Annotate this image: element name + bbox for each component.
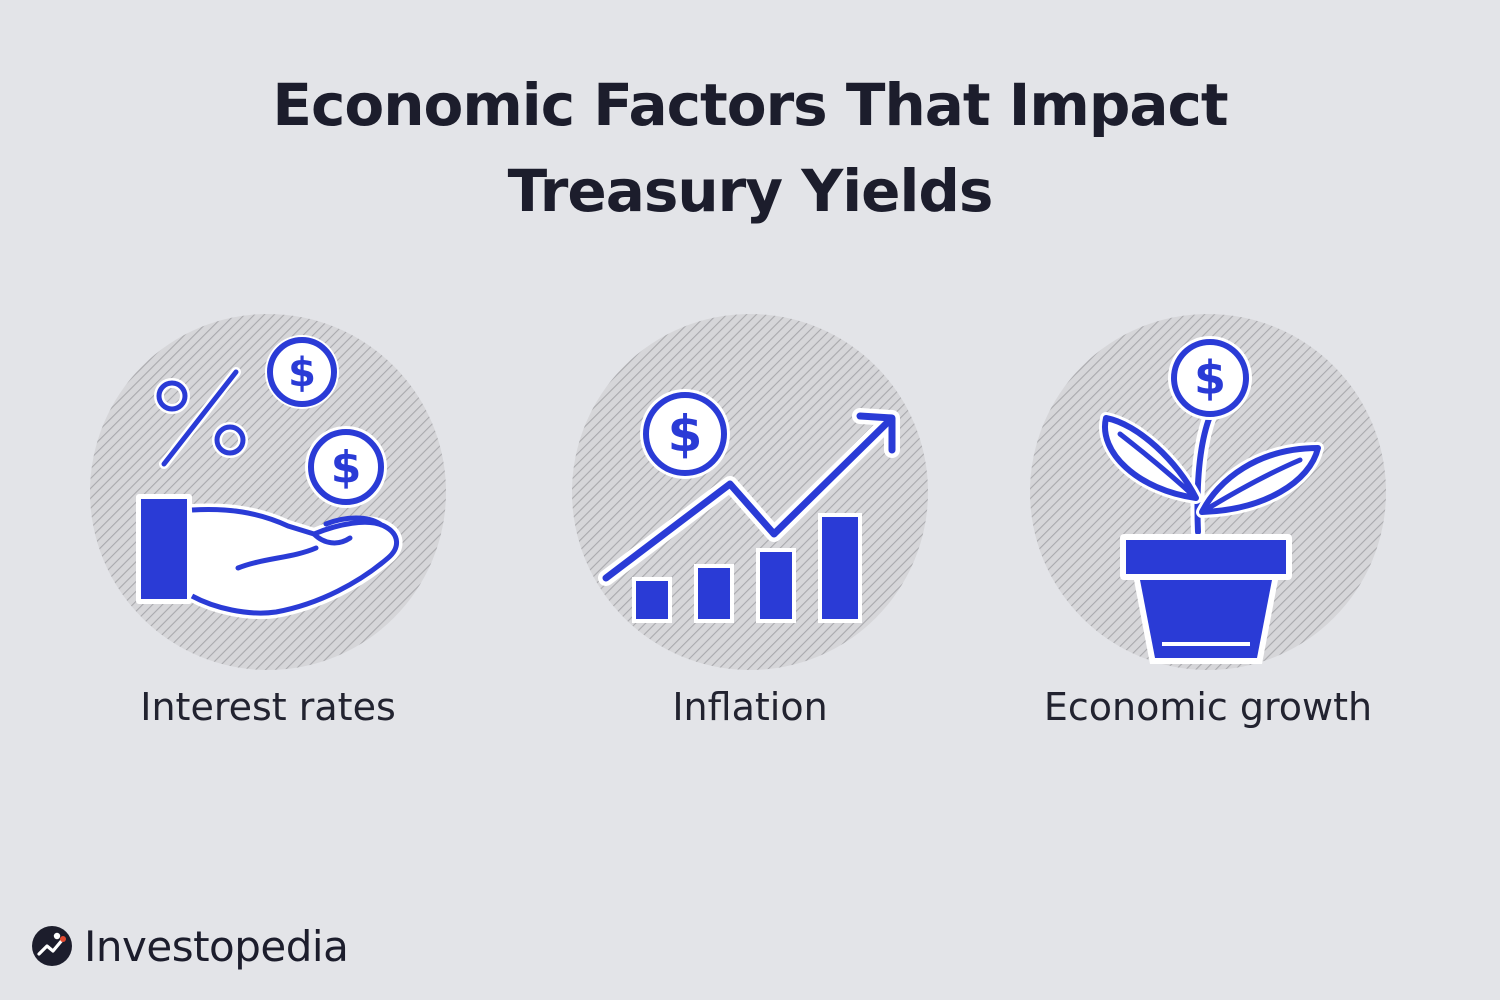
investopedia-logo-icon [32,926,72,966]
plant-pot-with-coin-icon: $ [1030,314,1386,670]
factor-label: Economic growth [1043,685,1373,729]
svg-text:$: $ [331,442,362,493]
dollar-coin-icon: $ [305,426,387,508]
title-line-2: Treasury Yields [507,157,994,225]
title-line-1: Economic Factors That Impact [272,71,1228,139]
dollar-coin-icon: $ [1168,336,1252,420]
brand-name: Investopedia [84,921,349,971]
factor-label: Inflation [672,685,828,729]
plant-leaves-icon [1099,409,1324,539]
trend-arrow-icon [598,408,900,586]
hand-with-coins-and-percent-icon: $ $ [90,314,446,670]
hand-icon [136,494,403,620]
factor-economic-growth: $ Economic growth [978,312,1438,732]
svg-text:$: $ [1194,351,1226,405]
page-title: Economic Factors That Impact Treasury Yi… [0,62,1500,234]
rising-chart-with-coin-icon: $ [572,314,928,670]
brand-logo: Investopedia [30,918,349,974]
svg-text:$: $ [288,350,316,396]
dollar-coin-icon: $ [265,335,339,409]
factor-inflation: $ Inflation [520,312,980,732]
percent-icon-stroke [156,369,246,467]
factor-label: Interest rates [140,685,396,729]
hatched-circle-background [572,314,928,670]
bar-chart-icon [632,513,862,623]
factor-interest-rates: $ $ Interest rates [38,312,498,732]
dollar-coin-icon: $ [640,389,730,479]
flower-pot-icon [1120,534,1292,664]
svg-text:$: $ [668,405,703,463]
